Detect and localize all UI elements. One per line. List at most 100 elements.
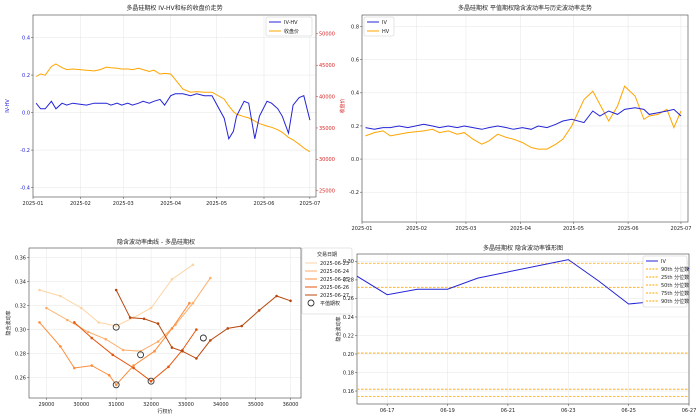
y-axis-label: 隐含波动率 (335, 316, 342, 341)
chart4-frame (356, 253, 690, 405)
y-tick-label: 0.32 (15, 303, 26, 309)
series-line-hv (365, 85, 682, 150)
legend (363, 16, 395, 37)
atm-marker (112, 381, 120, 389)
data-point (104, 337, 108, 341)
data-point (114, 288, 118, 292)
x-tick-label: 2025-07 (299, 201, 320, 207)
data-point (90, 364, 94, 367)
x-tick-label: 34000 (213, 402, 229, 408)
data-point (170, 327, 174, 330)
data-point (191, 301, 195, 305)
series-line-iv (356, 259, 690, 305)
y-tick-label: 0.2 (351, 124, 359, 130)
chart1-frame (32, 14, 317, 198)
legend-label: 25th 分位数 (661, 274, 689, 281)
y-tick-label: 0.22 (343, 333, 354, 339)
x-tick-label: 2025-07 (670, 226, 691, 232)
y-right-tick-label: 35000 (319, 126, 335, 132)
x-tick-label: 2025-03 (456, 226, 477, 232)
data-point (170, 346, 174, 349)
y-tick-label: 0.28 (15, 351, 26, 357)
legend-label: 90th 分位数 (661, 298, 689, 305)
x-tick-label: 2025-02 (406, 226, 427, 232)
data-point (121, 348, 125, 352)
data-point (156, 322, 160, 325)
legend-label: 75th 分位数 (661, 290, 689, 297)
data-point (149, 306, 153, 310)
data-point (195, 357, 198, 360)
y-right-tick-label: 30000 (319, 157, 335, 163)
y-tick-label: 0.28 (343, 278, 354, 284)
data-point (181, 349, 184, 353)
data-point (142, 317, 146, 321)
x-tick-label: 2025-04 (510, 226, 531, 232)
chart-title: 多晶硅期权 平值期权隐含波动率与历史波动率走势 (458, 4, 592, 12)
y-tick-label: 0.4 (22, 35, 30, 41)
legend-label: IV-HV (284, 20, 298, 26)
data-point (128, 316, 132, 319)
x-tick-label: 06-17 (380, 408, 395, 414)
y-tick-label: -0.2 (349, 190, 359, 196)
data-point (240, 324, 244, 328)
y-tick-label: 0.30 (343, 259, 354, 265)
atm-marker (137, 351, 145, 359)
data-point (38, 288, 41, 292)
x-tick-label: 2025-04 (160, 201, 181, 207)
x-tick-label: 29000 (38, 402, 54, 408)
data-point (156, 340, 160, 343)
legend-title: 交易日期 (317, 251, 337, 258)
y-tick-label: 0.18 (343, 370, 354, 376)
chart2-frame (361, 14, 689, 223)
data-point (226, 327, 230, 330)
x-tick-label: 06-19 (440, 408, 455, 414)
data-point (59, 345, 62, 348)
y-tick-label: 0.36 (15, 255, 26, 261)
data-point (195, 328, 198, 331)
data-point (97, 321, 101, 324)
data-point (132, 366, 135, 370)
legend-label: 2025-06-26 (320, 285, 349, 291)
series-line-iv-hv (35, 93, 311, 141)
legend-label: 收盘价 (284, 28, 299, 35)
series-line-2025-06-27 (115, 289, 291, 360)
x-tick-label: 2025-06 (618, 226, 639, 232)
chart-title: 多晶硅期权 隐含波动率锥形图 (483, 244, 563, 252)
data-point (114, 383, 118, 387)
chart-title: 隐含波动率曲线 - 多晶硅期权 (117, 238, 195, 246)
data-point (73, 321, 76, 324)
x-tick-label: 2025-03 (113, 201, 134, 207)
data-point (275, 294, 278, 298)
x-tick-label: 36000 (283, 402, 299, 408)
data-point (149, 379, 153, 383)
atm-marker (147, 377, 155, 385)
data-point (209, 339, 212, 342)
x-tick-label: 30000 (73, 402, 89, 408)
y-tick-label: 0.2 (22, 73, 30, 79)
y-tick-label: 0.20 (343, 352, 354, 358)
y-tick-label: 0.16 (343, 389, 354, 395)
x-tick-label: 2025-05 (563, 226, 584, 232)
legend-label: IV (382, 20, 387, 26)
x-tick-label: 2025-05 (206, 201, 227, 207)
chart3-frame (28, 247, 302, 399)
y-tick-label: 0.30 (15, 327, 26, 333)
data-point (111, 353, 114, 357)
y-tick-label: -0.2 (20, 148, 30, 154)
y-tick-label: 0.6 (351, 58, 359, 64)
x-tick-label: 32000 (143, 402, 159, 408)
data-point (86, 330, 90, 334)
legend (301, 247, 353, 315)
x-tick-label: 06-23 (561, 408, 576, 414)
legend-atm-swatch (307, 299, 315, 307)
data-point (257, 309, 261, 312)
chart-title: 多晶硅期权 IV-HV和标的收盘价走势 (126, 4, 222, 12)
data-point (114, 324, 118, 328)
legend-label: IV (661, 259, 666, 265)
legend-label: 2025-06-24 (320, 269, 349, 275)
x-tick-label: 2025-01 (23, 201, 44, 207)
x-tick-label: 33000 (178, 402, 194, 408)
y-tick-label: -0.4 (20, 185, 30, 191)
data-point (66, 318, 69, 322)
